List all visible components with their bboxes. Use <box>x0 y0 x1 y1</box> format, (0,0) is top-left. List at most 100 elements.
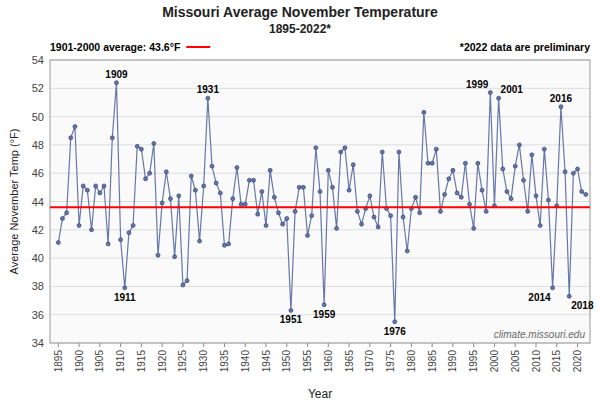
temperature-point <box>430 161 434 165</box>
temperature-point <box>405 249 409 253</box>
x-tick <box>224 343 225 347</box>
x-tick-label: 1950 <box>281 350 292 373</box>
year-annotation: 1999 <box>466 79 489 90</box>
x-tick-label: 2020 <box>572 350 583 373</box>
temperature-point <box>218 191 222 195</box>
year-annotation: 2018 <box>571 300 594 311</box>
temperature-point <box>360 222 364 226</box>
temperature-point <box>517 143 521 147</box>
x-axis: 1895190019051910191519201925193019351940… <box>53 343 583 372</box>
x-tick-label: 2000 <box>489 350 500 373</box>
y-axis-label: Average November Temp (°F) <box>8 129 20 275</box>
temperature-point <box>252 178 256 182</box>
x-tick <box>58 343 59 347</box>
temperature-point <box>189 174 193 178</box>
x-tick-label: 1995 <box>468 350 479 373</box>
year-annotation: 1911 <box>114 292 136 303</box>
grid-line <box>50 258 590 259</box>
temperature-point <box>351 163 355 167</box>
year-annotation: 1951 <box>280 314 303 325</box>
x-tick <box>556 343 557 347</box>
temperature-point <box>127 231 131 235</box>
temperature-point <box>256 212 260 216</box>
temperature-point <box>476 161 480 165</box>
temperature-point <box>372 215 376 219</box>
temperature-point <box>347 188 351 192</box>
temperature-point <box>193 188 197 192</box>
temperature-point <box>198 239 202 243</box>
temperature-point <box>513 164 517 168</box>
temperature-point <box>90 228 94 232</box>
temperature-point <box>426 161 430 165</box>
temperature-point <box>389 214 393 218</box>
temperature-point <box>505 190 509 194</box>
temperature-point <box>173 255 177 259</box>
temperature-point <box>322 303 326 307</box>
note: *2022 data are preliminary <box>460 41 590 53</box>
temperature-point <box>102 184 106 188</box>
temperature-point <box>538 224 542 228</box>
x-tick <box>245 343 246 347</box>
temperature-point <box>326 168 330 172</box>
temperature-point <box>272 195 276 199</box>
temperature-point <box>584 192 588 196</box>
temperature-point <box>131 224 135 228</box>
temperature-point <box>301 185 305 189</box>
temperature-point <box>401 215 405 219</box>
temperature-point <box>542 147 546 151</box>
temperature-point <box>472 226 476 230</box>
temperature-point <box>185 279 189 283</box>
y-tick-label: 38 <box>32 280 44 292</box>
temperature-point <box>484 209 488 213</box>
y-tick-label: 46 <box>32 167 44 179</box>
temperature-point <box>106 242 110 246</box>
temperature-point <box>60 216 64 220</box>
temperature-point <box>551 286 555 290</box>
temperature-point <box>418 211 422 215</box>
temperature-point <box>94 184 98 188</box>
y-tick-label: 34 <box>32 337 44 349</box>
plot-frame <box>50 60 590 343</box>
x-tick <box>328 343 329 347</box>
x-tick-label: 1930 <box>198 350 209 373</box>
average-swatch <box>186 46 210 48</box>
year-annotation: 2016 <box>550 93 573 104</box>
y-axis: 3436384042444648505254 <box>32 54 590 349</box>
x-tick-label: 1990 <box>447 350 458 373</box>
x-tick-label: 1965 <box>344 350 355 373</box>
x-tick-label: 1915 <box>136 350 147 373</box>
temperature-point <box>260 190 264 194</box>
temperature-point <box>335 226 339 230</box>
x-tick <box>411 343 412 347</box>
temperature-point <box>501 167 505 171</box>
temperature-point <box>546 198 550 202</box>
temperature-point <box>293 209 297 213</box>
grid-line <box>50 144 590 145</box>
x-tick-label: 2010 <box>531 350 542 373</box>
x-tick-label: 1910 <box>115 350 126 373</box>
temperature-point <box>393 320 397 324</box>
x-tick-label: 1935 <box>219 350 230 373</box>
temperature-point <box>297 185 301 189</box>
temperature-point <box>468 202 472 206</box>
temperature-point <box>509 197 513 201</box>
temperature-point <box>164 170 168 174</box>
x-tick-label: 1945 <box>261 350 272 373</box>
temperature-point <box>318 190 322 194</box>
temperature-point <box>202 184 206 188</box>
x-tick <box>266 343 267 347</box>
x-tick <box>536 343 537 347</box>
temperature-point <box>422 110 426 114</box>
temperature-point <box>206 96 210 100</box>
temperature-point <box>156 253 160 257</box>
x-tick <box>141 343 142 347</box>
title: Missouri Average November Temperature <box>162 4 438 20</box>
temperature-point <box>355 209 359 213</box>
x-tick <box>494 343 495 347</box>
temperature-point <box>268 168 272 172</box>
x-tick <box>203 343 204 347</box>
x-axis-label: Year <box>308 387 332 401</box>
temperature-point <box>567 294 571 298</box>
temperature-point <box>368 194 372 198</box>
average-label: 1901-2000 average: 43.6°F <box>50 41 181 53</box>
